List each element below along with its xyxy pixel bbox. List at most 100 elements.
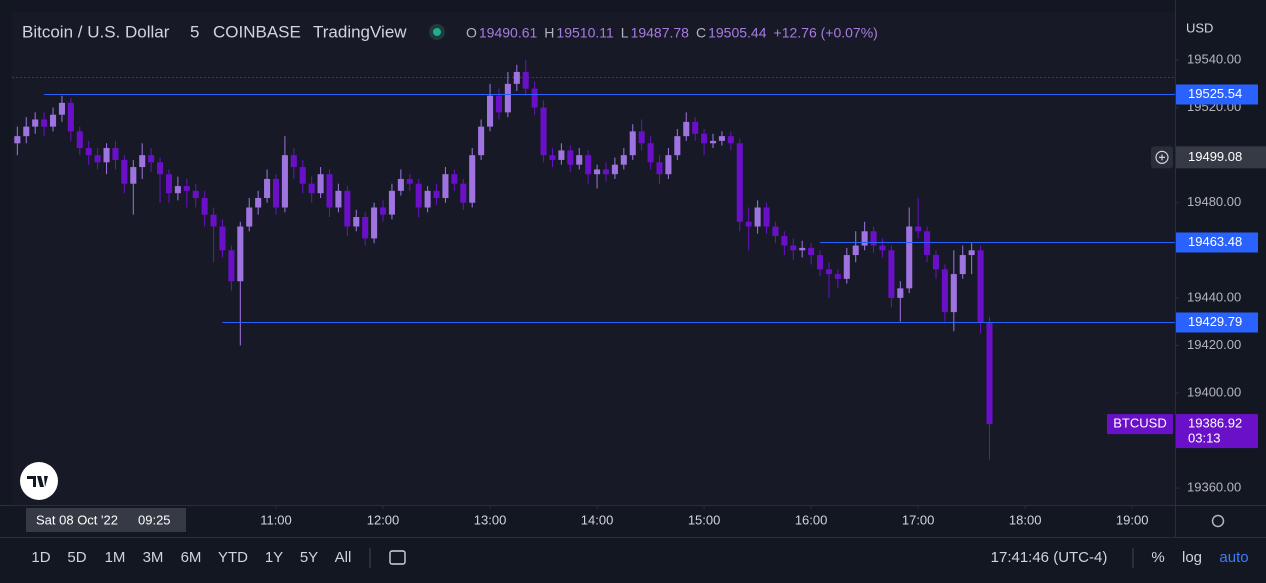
crosshair-plus-sign[interactable] bbox=[1159, 154, 1165, 161]
candle-body bbox=[941, 269, 948, 313]
candle-body bbox=[469, 155, 476, 203]
x-tick-label: 12:00 bbox=[367, 512, 400, 527]
candle-body bbox=[326, 174, 333, 208]
settings-icon[interactable] bbox=[1211, 514, 1225, 528]
price-label-bg bbox=[1176, 312, 1258, 333]
range-button[interactable]: All bbox=[335, 549, 352, 566]
candle-body bbox=[424, 190, 431, 208]
candle-body bbox=[754, 207, 761, 227]
candle-body bbox=[576, 155, 583, 165]
candle-body bbox=[14, 136, 21, 144]
range-button[interactable]: YTD bbox=[218, 549, 248, 566]
candle-body bbox=[870, 231, 877, 246]
currency[interactable]: USD bbox=[1186, 20, 1213, 35]
ohlc-letter: O bbox=[466, 25, 477, 41]
candle-body bbox=[344, 190, 351, 227]
symbol: Bitcoin / U.S. Dollar bbox=[22, 22, 170, 41]
log-toggle[interactable]: log bbox=[1182, 549, 1202, 566]
range-button[interactable]: 6M bbox=[181, 549, 202, 566]
gear[interactable] bbox=[1211, 514, 1225, 528]
candle-body bbox=[701, 133, 708, 144]
range-button[interactable]: 5Y bbox=[300, 549, 318, 566]
candle-body bbox=[165, 174, 173, 194]
crosshair-plus[interactable] bbox=[1155, 150, 1169, 164]
candle-body bbox=[272, 178, 280, 208]
candle-body bbox=[406, 178, 413, 184]
percent-toggle[interactable]: % bbox=[1151, 549, 1164, 566]
candle-body bbox=[567, 150, 574, 165]
x-tick-label: 18:00 bbox=[1009, 512, 1042, 527]
interval: 5 bbox=[190, 22, 199, 41]
candle-body bbox=[495, 95, 502, 113]
header: Bitcoin / U.S. Dollar 5 COINBASE Trading… bbox=[22, 22, 445, 41]
crosshair-clock: 09:25 bbox=[138, 512, 171, 527]
change: +12.76 (+0.07%) bbox=[774, 25, 878, 41]
candle-body bbox=[924, 231, 931, 256]
last-price: 19386.92 bbox=[1188, 416, 1242, 431]
range-button[interactable]: 1D bbox=[31, 549, 50, 566]
candle-body bbox=[67, 102, 74, 132]
candle-body bbox=[255, 197, 262, 208]
price-label-bg bbox=[1176, 84, 1258, 105]
candle-body bbox=[861, 231, 868, 246]
candle-body bbox=[460, 183, 467, 203]
price-label-bg bbox=[1176, 232, 1258, 253]
candle-body bbox=[852, 245, 859, 256]
candle-body bbox=[718, 136, 725, 141]
y-tick-label: 19440.00 bbox=[1187, 289, 1241, 304]
candle-body bbox=[531, 88, 538, 108]
candle-body bbox=[656, 162, 663, 175]
compare-icon[interactable] bbox=[389, 550, 406, 565]
candle-body bbox=[308, 183, 315, 194]
candle-body bbox=[139, 155, 146, 168]
candle-body bbox=[879, 245, 886, 251]
candle-body bbox=[602, 169, 610, 175]
status-dot[interactable] bbox=[433, 28, 441, 36]
range-button[interactable]: 5D bbox=[67, 549, 86, 566]
candle-body bbox=[23, 126, 30, 137]
tv-logo bbox=[20, 462, 58, 500]
candle-body bbox=[736, 143, 743, 222]
candle-body bbox=[76, 131, 83, 149]
candle-body bbox=[157, 162, 164, 175]
crosshair-time-bg bbox=[26, 508, 186, 532]
candle-body bbox=[817, 255, 824, 270]
candle-body bbox=[549, 155, 556, 160]
candles bbox=[14, 60, 993, 460]
candle-body bbox=[986, 322, 993, 425]
range-button[interactable]: 1Y bbox=[265, 549, 283, 566]
candle-body bbox=[513, 71, 520, 84]
candle-body bbox=[41, 119, 48, 127]
x-tick-label: 11:00 bbox=[260, 512, 292, 527]
candle-body bbox=[558, 150, 565, 160]
last-symbol: BTCUSD bbox=[1113, 416, 1166, 431]
price-label: 19429.79 bbox=[1188, 314, 1242, 329]
candle-body bbox=[683, 121, 690, 137]
candle-body bbox=[201, 197, 208, 215]
crosshair-date: Sat 08 Oct '22 bbox=[36, 512, 118, 527]
crosshair-label-bg bbox=[1176, 146, 1266, 169]
ohlc-letter: C bbox=[696, 25, 706, 41]
candle-body bbox=[353, 217, 360, 227]
candle-body bbox=[148, 155, 155, 163]
range-button[interactable]: 1M bbox=[105, 549, 126, 566]
candle-body bbox=[745, 221, 752, 227]
ohlc-value: 19505.44 bbox=[708, 25, 767, 41]
candle-body bbox=[665, 155, 672, 175]
x-tick-label: 14:00 bbox=[581, 512, 614, 527]
candle-body bbox=[219, 226, 226, 251]
candle-body bbox=[540, 107, 547, 156]
candle-body bbox=[781, 236, 788, 246]
ohlc-value: 19510.11 bbox=[556, 25, 614, 41]
range-button[interactable]: 3M bbox=[143, 549, 164, 566]
auto-toggle[interactable]: auto bbox=[1219, 549, 1248, 566]
candle-body bbox=[932, 255, 940, 270]
candle-body bbox=[121, 159, 128, 184]
candle-body bbox=[692, 121, 699, 134]
candle-body bbox=[183, 186, 190, 191]
candle-body bbox=[620, 155, 627, 165]
ohlc-value: 19490.61 bbox=[479, 25, 538, 41]
x-tick-label: 16:00 bbox=[795, 512, 828, 527]
candle-body bbox=[772, 226, 779, 237]
